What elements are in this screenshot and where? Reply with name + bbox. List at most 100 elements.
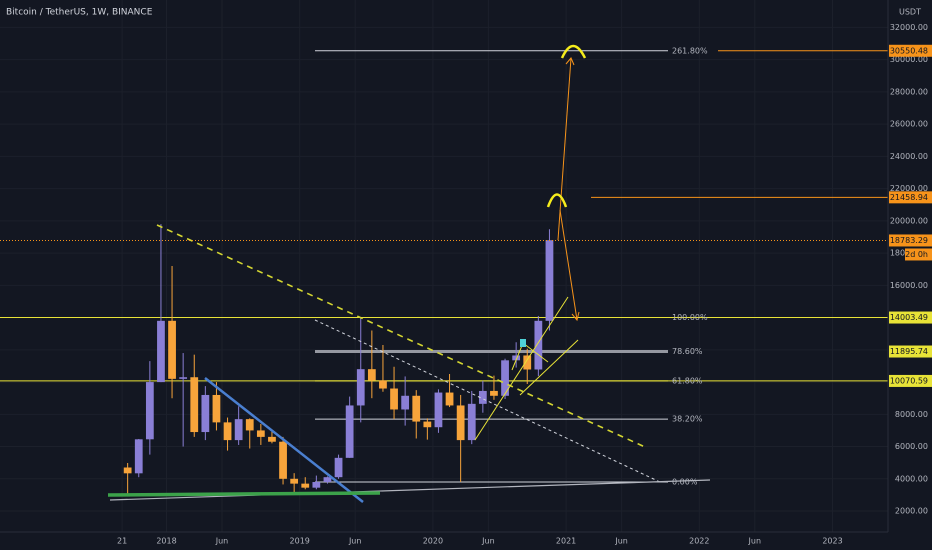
candles — [123, 224, 554, 497]
fib-label: 38.20% — [672, 415, 703, 424]
price-tag-box — [889, 374, 932, 387]
price-tag-label: 18783.29 — [890, 236, 928, 245]
x-tick-label: 21 — [117, 537, 127, 546]
candle-body — [190, 377, 199, 433]
fib-label: 100.00% — [672, 313, 708, 322]
candle-body — [367, 369, 376, 381]
price-tag-label: 14003.49 — [890, 313, 928, 322]
arc — [560, 44, 587, 59]
candle-body — [301, 483, 310, 488]
y-tick-label: 32000.00 — [890, 23, 928, 32]
x-tick-label: Jun — [614, 537, 628, 546]
price-tag: 18783.29 — [889, 234, 932, 247]
candle-body — [290, 478, 299, 484]
currency: USDT — [899, 8, 921, 17]
price-tag: 30550.48 — [889, 44, 932, 57]
x-tick-label: Jun — [215, 537, 229, 546]
fib-label: 0.00% — [672, 478, 698, 487]
arc — [546, 193, 568, 208]
candle-body — [401, 395, 410, 410]
candle-body — [312, 482, 321, 488]
y-tick-label: 16000.00 — [890, 281, 928, 290]
price-tag-label: 10070.59 — [890, 376, 928, 385]
overlay — [0, 50, 888, 241]
price-tag: 10070.59 — [889, 374, 932, 387]
candle-body — [523, 355, 532, 370]
y-tick-label: 30000.00 — [890, 55, 928, 64]
trendline — [109, 479, 711, 501]
drawings — [107, 44, 711, 503]
x-tick-label: 2022 — [689, 537, 709, 546]
price-tag: 11895.74 — [889, 345, 932, 358]
grid — [0, 0, 888, 532]
price-tag-box — [889, 311, 932, 324]
x-tick-label: 2019 — [290, 537, 310, 546]
y-tick-label: 4000.00 — [895, 474, 928, 483]
candle-body — [379, 380, 387, 389]
candle-body — [157, 320, 165, 383]
price-tag-box — [889, 345, 932, 358]
fib-label: 61.80% — [672, 376, 703, 385]
candle-body — [412, 395, 421, 422]
candle-body — [279, 441, 287, 479]
x-tick-label: 2018 — [156, 537, 176, 546]
y-tick-label: 6000.00 — [895, 442, 928, 451]
candle-body — [123, 467, 132, 474]
trendline — [204, 377, 364, 503]
price-tag-label: 21458.94 — [890, 193, 928, 202]
candle-body — [345, 405, 354, 458]
x-tick-label: 2021 — [556, 537, 576, 546]
candle-body — [134, 439, 143, 474]
candle-body — [145, 382, 154, 440]
x-tick-label: Jun — [748, 537, 762, 546]
x-tick-label: Jun — [348, 537, 362, 546]
y-tick-label: 20000.00 — [890, 216, 928, 225]
price-tag: 14003.49 — [889, 311, 932, 324]
candle-body — [490, 390, 498, 396]
x-tick-label: 2020 — [423, 537, 443, 546]
countdown: 2d 0h — [905, 250, 928, 259]
candle-body — [534, 320, 543, 370]
arrow — [559, 209, 578, 321]
candle-body — [390, 388, 398, 410]
price-tag: 21458.94 — [889, 191, 932, 204]
price-tag-label: 11895.74 — [890, 347, 928, 356]
candle-body — [334, 457, 343, 478]
marker — [520, 339, 526, 347]
candle-body — [512, 355, 521, 361]
candle-body — [434, 392, 443, 428]
candle-body — [478, 390, 487, 404]
candle-body — [545, 240, 554, 321]
fib-levels: 261.80% 100.00% 78.60% 61.80% 38.20% 0.00% — [0, 46, 888, 487]
candle-body — [501, 360, 509, 396]
price-tag-label: 30550.48 — [890, 46, 928, 55]
y-tick-label: 26000.00 — [890, 120, 928, 129]
y-tick-label: 2000.00 — [895, 507, 928, 516]
arrow — [557, 57, 572, 241]
candle-body — [356, 369, 365, 406]
candle-body — [268, 436, 276, 442]
candle-body — [456, 405, 465, 441]
trendline — [107, 491, 381, 497]
fib-label: 78.60% — [672, 347, 703, 356]
candle-body — [256, 430, 265, 437]
candle-body — [445, 392, 454, 406]
price-tag-box — [889, 44, 932, 57]
candle-body — [245, 419, 254, 431]
fib-label: 261.80% — [672, 46, 708, 55]
countdown-box — [905, 248, 932, 261]
candle-body — [234, 419, 243, 441]
x-tick-label: 2023 — [822, 537, 842, 546]
candle-body — [223, 422, 232, 441]
candle-body — [467, 403, 476, 441]
candle-body — [323, 477, 332, 483]
y-tick-label: 8000.00 — [895, 410, 928, 419]
y-tick-label: 22000.00 — [890, 184, 928, 193]
arrow-head — [565, 57, 575, 66]
price-tag-box — [889, 234, 932, 247]
arrow-head — [571, 311, 580, 322]
candle-body — [179, 377, 188, 379]
candle-body — [212, 394, 221, 423]
channel — [519, 339, 579, 396]
